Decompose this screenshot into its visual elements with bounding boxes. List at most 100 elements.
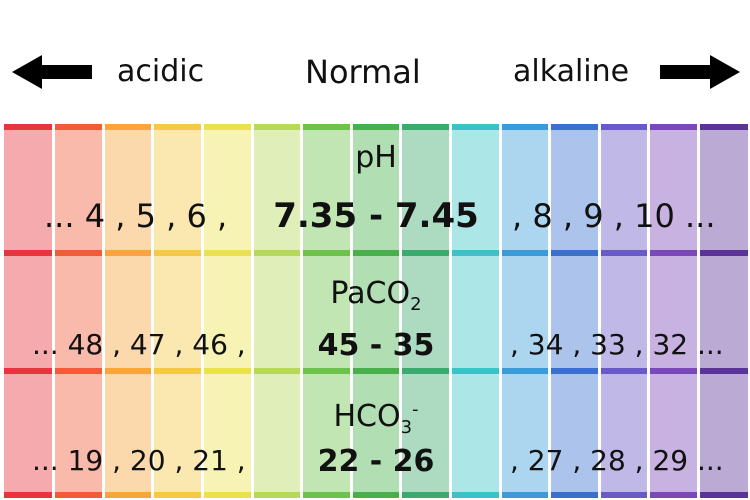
band-fill (351, 130, 402, 492)
band-stripe (103, 250, 154, 256)
band-fill (301, 130, 352, 492)
paco2-normal-range: 45 - 35 (317, 328, 435, 363)
band-stripe (648, 250, 699, 256)
band-stripe (400, 368, 451, 374)
band-stripe (599, 492, 650, 498)
ph-alkaline-values: , 8 , 9 , 10 ... (512, 197, 716, 235)
band-stripe (53, 368, 104, 374)
hco3-charge: - (412, 399, 419, 420)
band-separator (101, 124, 105, 498)
paco2-alkaline-values: , 34 , 33 , 32 ... (510, 328, 724, 361)
band-stripe (4, 368, 55, 374)
band-stripe (450, 124, 501, 130)
band-stripe (4, 124, 55, 130)
color-band (53, 124, 104, 498)
band-stripe (252, 492, 303, 498)
band-stripe (301, 492, 352, 498)
band-stripe (549, 124, 600, 130)
band-stripe (698, 124, 749, 130)
color-band (648, 124, 699, 498)
band-fill (103, 130, 154, 492)
ph-normal-range: 7.35 - 7.45 (273, 196, 479, 236)
color-band (4, 124, 55, 498)
band-fill (152, 130, 203, 492)
band-stripe (450, 368, 501, 374)
band-stripe (202, 124, 253, 130)
paco2-subscript: 2 (410, 294, 422, 315)
band-stripe (400, 250, 451, 256)
band-stripe (53, 250, 104, 256)
paco2-title: PaCO2 (4, 276, 748, 323)
band-stripe (648, 124, 699, 130)
band-stripe (351, 124, 402, 130)
band-stripe (4, 492, 55, 498)
band-stripe (648, 492, 699, 498)
band-stripe (351, 492, 402, 498)
band-separator (597, 124, 601, 498)
color-band (152, 124, 203, 498)
band-stripe (202, 250, 253, 256)
band-fill (53, 130, 104, 492)
band-stripe (103, 368, 154, 374)
band-fill (648, 130, 699, 492)
band-stripe (500, 492, 551, 498)
band-stripe (202, 368, 253, 374)
band-separator (250, 124, 254, 498)
band-stripe (53, 124, 104, 130)
band-stripe (648, 368, 699, 374)
ph-color-scale (4, 124, 749, 498)
band-separator (647, 124, 651, 498)
band-stripe (599, 368, 650, 374)
band-stripe (103, 124, 154, 130)
band-stripe (450, 250, 501, 256)
band-stripe (252, 250, 303, 256)
ph-title: pH (4, 140, 748, 176)
band-stripe (450, 492, 501, 498)
acidic-label: acidic (117, 54, 205, 89)
band-separator (349, 124, 353, 498)
band-separator (399, 124, 403, 498)
band-separator (52, 124, 56, 498)
band-stripe (500, 250, 551, 256)
band-separator (548, 124, 552, 498)
color-band (599, 124, 650, 498)
paco2-row: PaCO2 ... 48 , 47 , 46 , 45 - 35 , 34 , … (4, 270, 748, 380)
band-separator (151, 124, 155, 498)
color-band (549, 124, 600, 498)
arrow-left-icon (12, 55, 92, 89)
paco2-name: PaCO (330, 276, 411, 311)
color-band (252, 124, 303, 498)
color-band (500, 124, 551, 498)
paco2-acidic-values: ... 48 , 47 , 46 , (32, 328, 246, 361)
hco3-normal-range: 22 - 26 (317, 444, 435, 479)
band-stripe (351, 368, 402, 374)
band-stripe (549, 492, 600, 498)
band-stripe (599, 250, 650, 256)
band-stripe (400, 492, 451, 498)
band-fill (500, 130, 551, 492)
color-band (450, 124, 501, 498)
band-stripe (549, 250, 600, 256)
color-band (351, 124, 402, 498)
hco3-acidic-values: ... 19 , 20 , 21 , (32, 444, 246, 477)
band-stripe (351, 250, 402, 256)
band-stripe (301, 250, 352, 256)
band-stripe (698, 250, 749, 256)
band-separator (200, 124, 204, 498)
band-stripe (400, 124, 451, 130)
band-stripe (152, 250, 203, 256)
ph-acidic-values: ... 4 , 5 , 6 , (44, 197, 228, 235)
ph-name: pH (355, 140, 397, 175)
band-stripe (152, 368, 203, 374)
band-stripe (301, 368, 352, 374)
band-stripe (500, 368, 551, 374)
color-band (202, 124, 253, 498)
band-stripe (152, 492, 203, 498)
band-separator (448, 124, 452, 498)
band-stripe (252, 368, 303, 374)
color-band (103, 124, 154, 498)
band-stripe (698, 368, 749, 374)
band-stripe (599, 124, 650, 130)
hco3-subscript: 3 (400, 417, 413, 438)
color-band (301, 124, 352, 498)
